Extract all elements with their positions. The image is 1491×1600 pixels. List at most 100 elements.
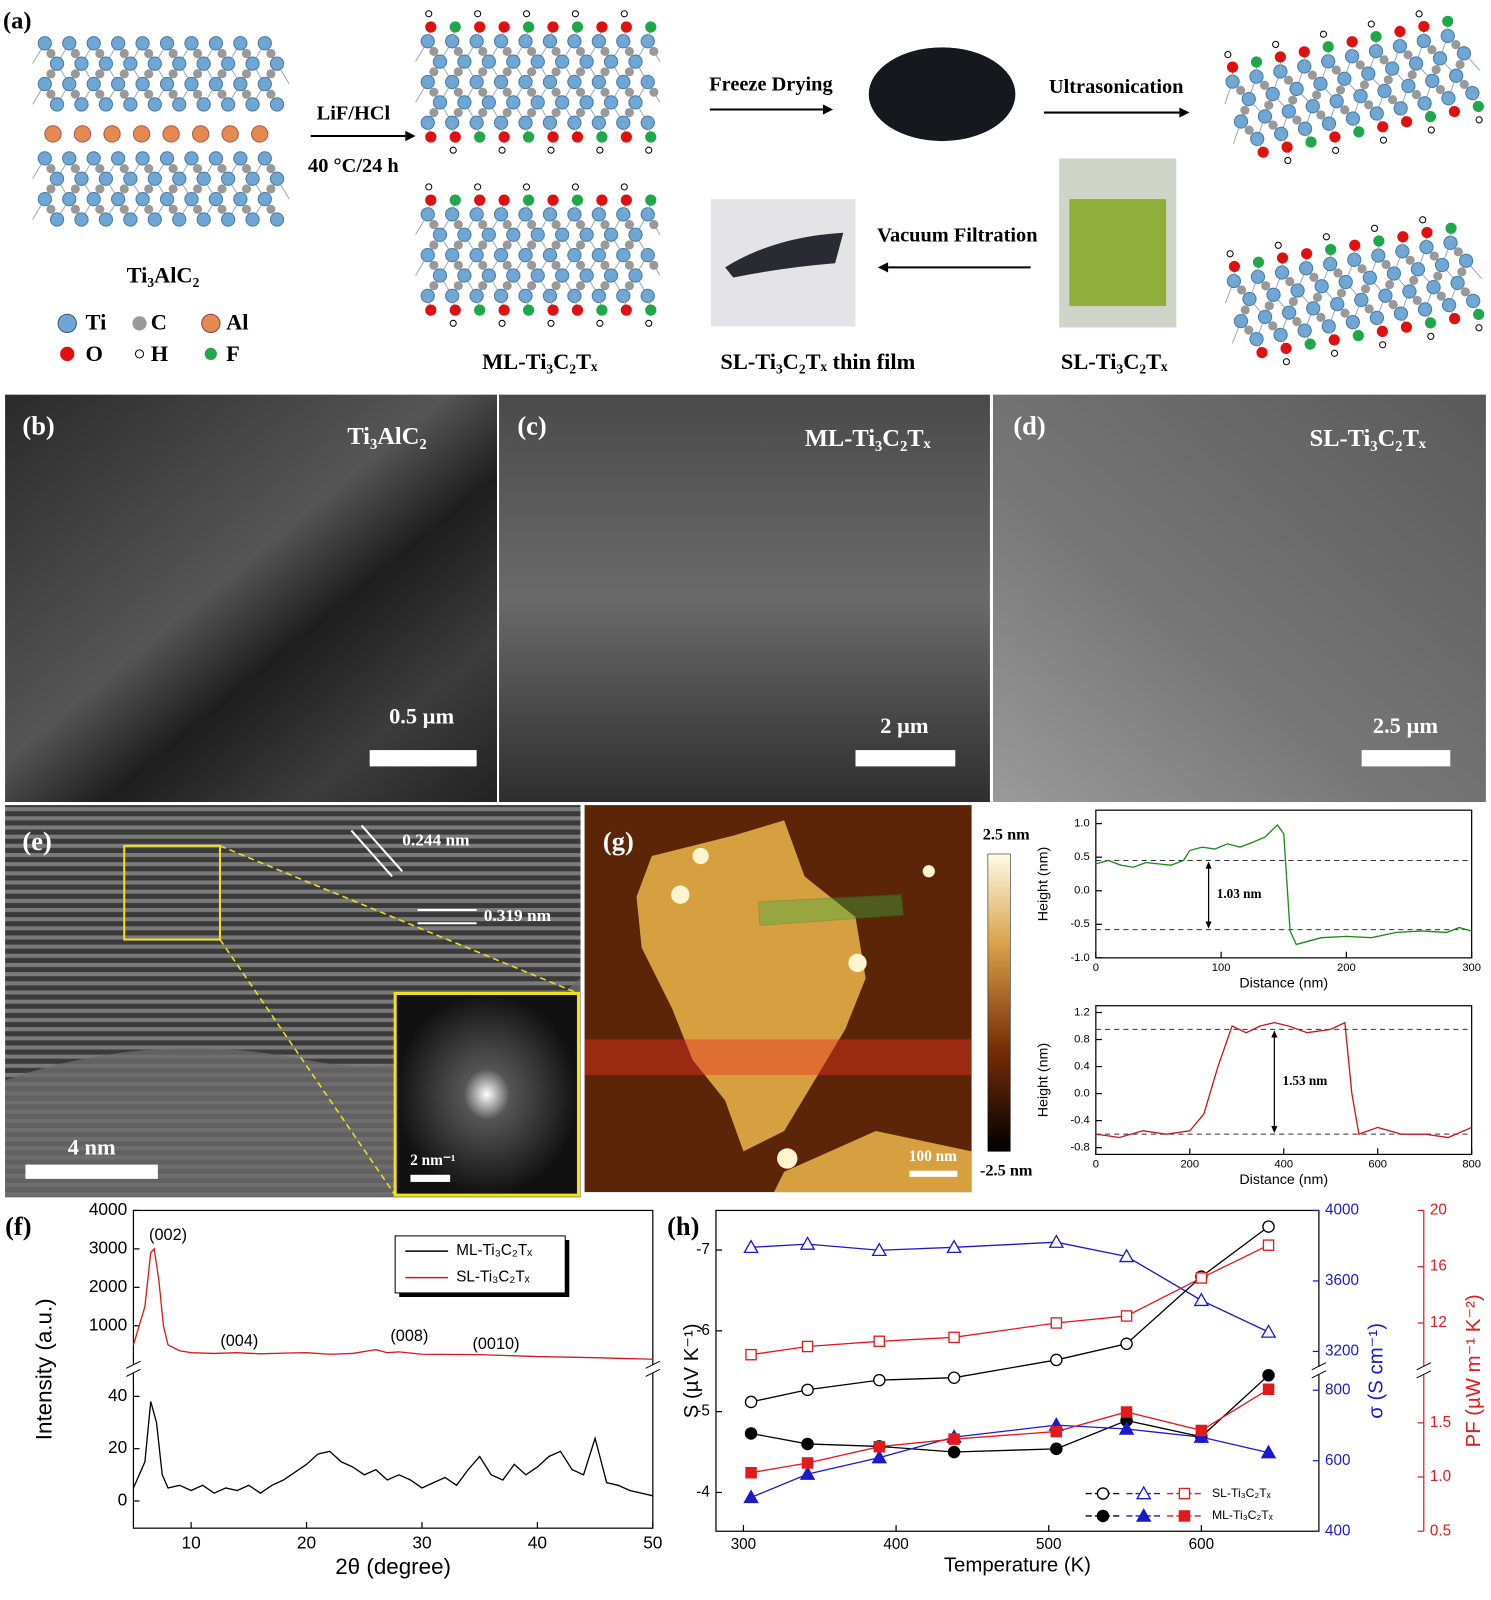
scale-bar-label: 100 nm [909, 1148, 957, 1165]
termination [1473, 308, 1485, 320]
y-tick-label: 40 [108, 1385, 127, 1405]
c-atom [1460, 287, 1470, 297]
ti-atom [1330, 297, 1345, 312]
h-atom [620, 183, 628, 191]
termination [1373, 235, 1385, 247]
y-tick-label: 1000 [89, 1314, 127, 1334]
c-atom [649, 219, 659, 230]
c-atom [1355, 60, 1365, 70]
ti-atom [1273, 126, 1289, 141]
y-tick-label: 16 [1430, 1258, 1447, 1275]
y-tick-label: 2000 [89, 1276, 127, 1296]
c-atom [46, 89, 56, 99]
ti-atom [62, 36, 77, 51]
c-atom [453, 87, 463, 97]
c-atom [1455, 59, 1465, 70]
y-tick-label: 20 [108, 1437, 127, 1457]
ti-atom [579, 268, 594, 283]
c-atom [1285, 276, 1295, 287]
termination [1256, 346, 1268, 359]
c-atom [624, 107, 634, 118]
c-atom [575, 46, 586, 57]
termination [498, 131, 510, 143]
c-atom [478, 240, 488, 250]
c-atom [1240, 105, 1250, 115]
c-atom [575, 260, 586, 270]
h-atom [1419, 216, 1427, 224]
ti-atom [518, 248, 533, 263]
c-atom [266, 184, 276, 194]
particle [692, 847, 709, 865]
termination [1228, 260, 1241, 273]
marker [801, 1383, 814, 1397]
marker [1195, 1272, 1208, 1284]
y-tick-label: 600 [1325, 1452, 1350, 1469]
c-atom [575, 219, 586, 230]
h-atom [645, 146, 653, 154]
c-atom [144, 184, 154, 194]
ti-atom [628, 54, 643, 69]
al-atom [221, 125, 239, 143]
termination [425, 304, 437, 316]
ti-atom [62, 151, 77, 166]
x-tick-label: 0 [1093, 962, 1099, 974]
legend-dot [204, 347, 217, 361]
ti-atom [62, 76, 77, 92]
ti-atom [640, 74, 655, 90]
ti-atom [555, 54, 570, 69]
termination [474, 21, 486, 33]
scale-bar-label: 2 µm [880, 713, 929, 738]
ti-atom [172, 97, 187, 112]
ti-atom [457, 95, 472, 110]
c-atom [144, 163, 154, 174]
c-atom [429, 240, 439, 250]
ti-atom [1401, 78, 1416, 94]
c-atom [478, 107, 488, 118]
ti-atom [542, 34, 558, 49]
h-atom [474, 10, 482, 18]
c-atom [1335, 85, 1346, 95]
h-atom [1322, 233, 1330, 241]
c-atom [478, 67, 488, 77]
h-atom [425, 10, 433, 18]
ti-atom [269, 171, 285, 186]
termination [1448, 105, 1461, 118]
h-atom [1415, 10, 1423, 18]
y-tick-label: -0.4 [1070, 1115, 1089, 1127]
y-tick-label: 1.5 [1430, 1414, 1451, 1431]
termination [474, 194, 486, 206]
peak-label: (008) [390, 1327, 428, 1345]
al-atom [44, 125, 62, 143]
y-axis-label: σ (S cm⁻¹) [1365, 1323, 1387, 1419]
c-atom [502, 87, 512, 97]
c-atom [217, 69, 227, 79]
c-atom [575, 240, 586, 250]
y-tick-label: 400 [1325, 1522, 1350, 1539]
legend-label: ML-Ti₃C₂Tₓ [1212, 1508, 1273, 1522]
ti-atom [1257, 109, 1273, 124]
series-line [132, 1401, 653, 1497]
marker [873, 1373, 886, 1387]
h-atom [1224, 50, 1232, 59]
ti-atom [591, 248, 606, 263]
c-atom [1259, 80, 1270, 90]
h-atom [522, 10, 531, 18]
sheet [1224, 216, 1485, 366]
ti-atom [257, 76, 272, 92]
termination [449, 21, 461, 33]
c-atom [1364, 100, 1374, 110]
termination [1250, 56, 1263, 68]
legend-dot [201, 313, 221, 334]
marker [1262, 1383, 1275, 1396]
c-atom [1388, 300, 1398, 310]
film-label: SL-Ti₃C₂Tₓ thin film [720, 349, 915, 374]
ti-atom [257, 151, 272, 166]
ti-atom [1354, 292, 1369, 308]
marker [1193, 1292, 1210, 1307]
fft-inset [393, 991, 581, 1197]
termination [620, 304, 632, 316]
ti-atom [159, 36, 175, 51]
ti-atom [184, 76, 199, 92]
ti-atom [603, 95, 619, 110]
ti-atom [111, 76, 126, 92]
